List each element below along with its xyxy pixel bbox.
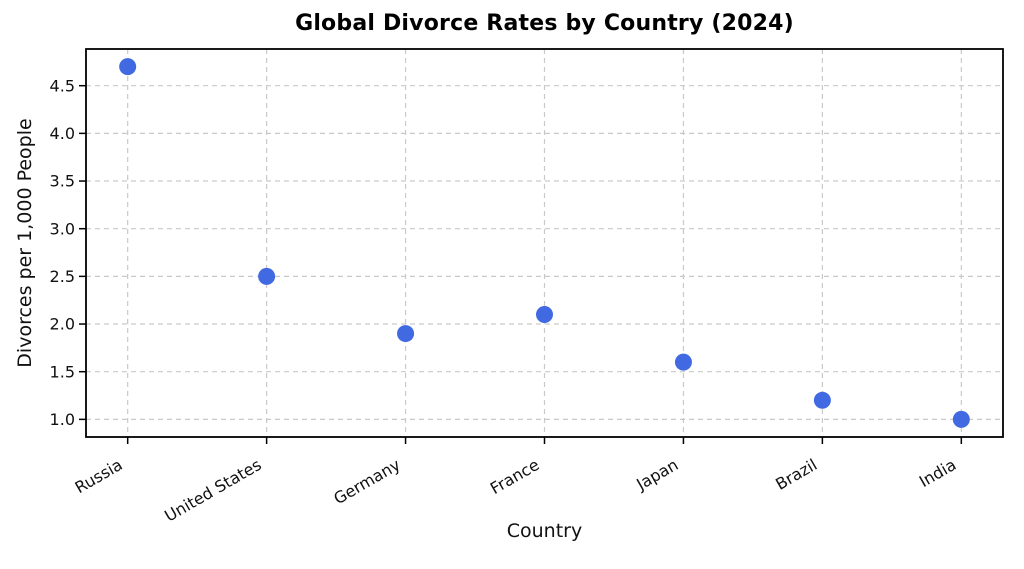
data-point xyxy=(397,325,415,343)
data-point xyxy=(536,305,553,323)
data-point xyxy=(813,391,831,409)
x-tick-label: United States xyxy=(161,455,264,526)
x-axis-title: Country xyxy=(506,520,583,542)
x-tick-label: Japan xyxy=(632,455,681,494)
x-tick-label: Brazil xyxy=(772,455,820,494)
x-tick-label: Russia xyxy=(72,455,126,497)
y-tick-label: 2.5 xyxy=(50,267,75,286)
x-tick-label: France xyxy=(487,455,543,498)
y-axis-title: Divorces per 1,000 People xyxy=(14,118,36,368)
x-tick-label: India xyxy=(916,455,960,491)
data-point xyxy=(674,353,692,371)
data-point xyxy=(952,410,970,428)
y-tick-label: 3.0 xyxy=(50,219,75,238)
x-tick-label: Germany xyxy=(330,455,403,508)
chart-title: Global Divorce Rates by Country (2024) xyxy=(295,11,794,36)
y-tick-label: 3.5 xyxy=(50,172,75,191)
y-tick-label: 4.0 xyxy=(50,124,75,143)
y-tick-label: 1.0 xyxy=(50,410,75,429)
data-point xyxy=(119,58,137,76)
y-tick-label: 2.0 xyxy=(50,315,75,334)
data-point xyxy=(258,267,276,285)
y-tick-label: 1.5 xyxy=(50,362,75,381)
y-tick-label: 4.5 xyxy=(50,76,75,95)
